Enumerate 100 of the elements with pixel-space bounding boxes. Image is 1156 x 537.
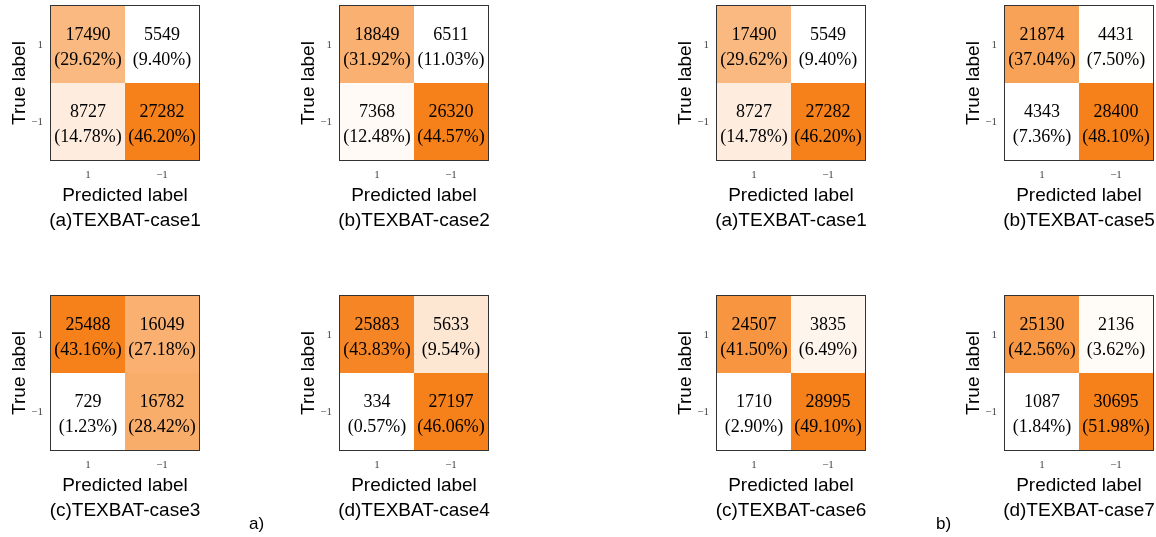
y-tick-label: 1	[37, 38, 43, 51]
data-label: 25488	[65, 313, 111, 334]
data-label: 334	[363, 390, 391, 411]
y-tick-label: −1	[320, 115, 332, 128]
annotation: (42.56%)	[1008, 338, 1076, 360]
data-label: 4431	[1098, 23, 1134, 44]
annotation: (0.57%)	[347, 415, 407, 437]
annotation: (1.23%)	[58, 415, 118, 437]
data-label: 1087	[1024, 390, 1060, 411]
annotation: (46.20%)	[794, 125, 862, 147]
y-tick-label: −1	[985, 115, 997, 128]
annotation: (14.78%)	[54, 125, 122, 147]
text: (a)TEXBAT-case1	[48, 209, 202, 231]
text: (c)TEXBAT-case3	[48, 499, 202, 521]
y-axis-title: True label	[7, 330, 30, 417]
text: (a)TEXBAT-case1	[714, 209, 868, 231]
annotation: (12.48%)	[343, 125, 411, 147]
y-tick-label: 1	[991, 38, 997, 51]
data-label: 16782	[139, 390, 185, 411]
data-label: 5633	[433, 313, 469, 334]
x-tick-label: 1	[374, 457, 380, 470]
data-label: 8727	[736, 100, 772, 121]
y-axis-title: True label	[296, 330, 319, 417]
annotation: (49.10%)	[794, 415, 862, 437]
data-label: 28400	[1093, 100, 1139, 121]
x-axis-title: Predicted label	[350, 474, 478, 496]
y-axis-title: True label	[673, 40, 696, 127]
x-axis-title: Predicted label	[61, 474, 189, 496]
data-label: 729	[74, 390, 102, 411]
y-axis-title: True label	[961, 330, 984, 417]
data-label: 6511	[433, 23, 469, 44]
annotation: (46.06%)	[417, 415, 485, 437]
x-axis-title: Predicted label	[61, 184, 189, 206]
data-label: 3835	[810, 313, 846, 334]
x-axis-title: Predicted label	[1015, 474, 1143, 496]
y-tick-label: −1	[31, 115, 43, 128]
data-label: 5549	[810, 23, 846, 44]
annotation: (44.57%)	[417, 125, 485, 147]
y-tick-label: −1	[697, 115, 709, 128]
x-tick-label: 1	[1039, 457, 1045, 470]
text: (b)TEXBAT-case5	[1002, 209, 1156, 231]
y-tick-label: 1	[703, 328, 709, 341]
annotation: (29.62%)	[54, 48, 122, 70]
annotation: (14.78%)	[720, 125, 788, 147]
x-tick-label: −1	[1110, 457, 1122, 470]
text: (c)TEXBAT-case6	[714, 499, 868, 521]
data-label: 26320	[428, 100, 474, 121]
annotation: (37.04%)	[1008, 48, 1076, 70]
y-tick-label: 1	[326, 328, 332, 341]
y-axis-title: True label	[296, 40, 319, 127]
x-tick-label: −1	[445, 457, 457, 470]
annotation: (9.40%)	[132, 48, 192, 70]
annotation: (48.10%)	[1082, 125, 1150, 147]
x-axis-title: Predicted label	[1015, 184, 1143, 206]
y-axis-title: True label	[7, 40, 30, 127]
x-tick-label: 1	[751, 457, 757, 470]
annotation: (3.62%)	[1086, 338, 1146, 360]
annotation: (9.40%)	[798, 48, 858, 70]
data-label: 16049	[139, 313, 185, 334]
annotation: (7.36%)	[1012, 125, 1072, 147]
y-axis-title: True label	[961, 40, 984, 127]
x-tick-label: −1	[156, 457, 168, 470]
text: (d)TEXBAT-case7	[1002, 499, 1156, 521]
x-tick-label: −1	[1110, 167, 1122, 180]
data-label: 8727	[70, 100, 106, 121]
data-label: 17490	[731, 23, 777, 44]
x-axis-title: Predicted label	[727, 474, 855, 496]
data-label: 25883	[354, 313, 400, 334]
x-tick-label: −1	[822, 457, 834, 470]
data-label: 27197	[428, 390, 474, 411]
annotation: (43.16%)	[54, 338, 122, 360]
y-tick-label: −1	[697, 405, 709, 418]
annotation: (41.50%)	[720, 338, 788, 360]
y-axis-title: True label	[673, 330, 696, 417]
x-tick-label: 1	[1039, 167, 1045, 180]
text: (d)TEXBAT-case4	[337, 499, 491, 521]
text: (b)TEXBAT-case2	[337, 209, 491, 231]
annotation: (9.54%)	[421, 338, 481, 360]
x-axis-title: Predicted label	[727, 184, 855, 206]
y-tick-label: 1	[703, 38, 709, 51]
data-label: 24507	[731, 313, 777, 334]
data-label: 25130	[1019, 313, 1065, 334]
text: b)	[936, 514, 952, 534]
x-tick-label: 1	[751, 167, 757, 180]
data-label: 21874	[1019, 23, 1065, 44]
annotation: (29.62%)	[720, 48, 788, 70]
data-label: 7368	[359, 100, 395, 121]
annotation: (6.49%)	[798, 338, 858, 360]
annotation: (7.50%)	[1086, 48, 1146, 70]
x-tick-label: 1	[85, 167, 91, 180]
data-label: 5549	[144, 23, 180, 44]
y-tick-label: 1	[37, 328, 43, 341]
data-label: 27282	[805, 100, 851, 121]
annotation: (27.18%)	[128, 338, 196, 360]
x-tick-label: 1	[85, 457, 91, 470]
annotation: (31.92%)	[343, 48, 411, 70]
data-label: 17490	[65, 23, 111, 44]
data-label: 27282	[139, 100, 185, 121]
data-label: 18849	[354, 23, 400, 44]
data-label: 28995	[805, 390, 851, 411]
